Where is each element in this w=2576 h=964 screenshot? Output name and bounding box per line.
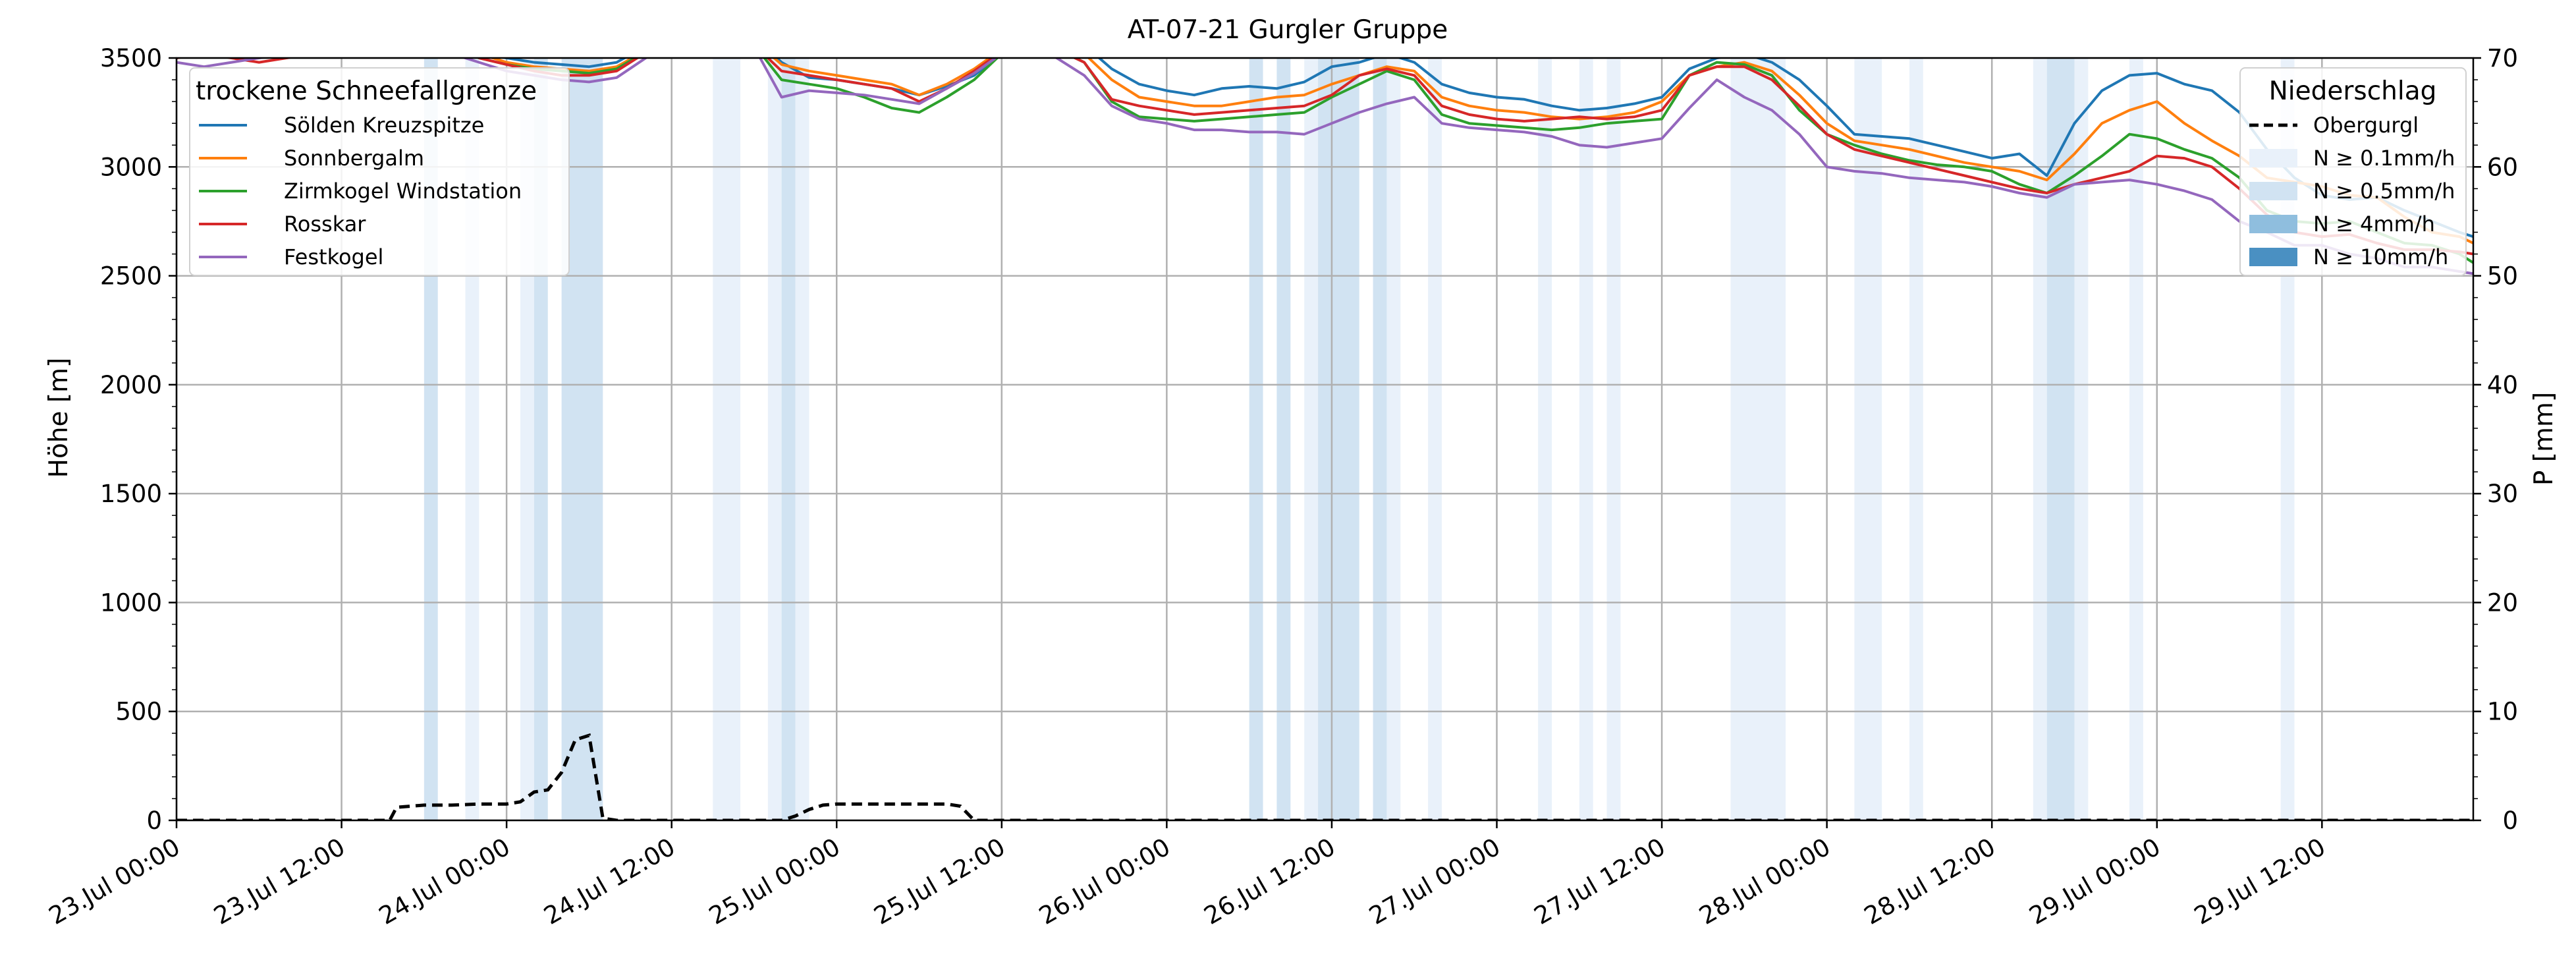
- precip-band: [1428, 58, 1442, 820]
- y-tick-label: 1500: [100, 480, 162, 508]
- y-right-tick-label: 50: [2487, 262, 2518, 291]
- precip-legend-swatch: [2249, 182, 2297, 200]
- y-axis-label: Höhe [m]: [44, 358, 74, 478]
- y-right-tick-label: 70: [2487, 44, 2518, 72]
- y-right-tick-label: 30: [2487, 480, 2518, 508]
- precip-band: [1579, 58, 1593, 820]
- station-legend-label: Sonnbergalm: [284, 146, 424, 171]
- precip-legend-items: N ≥ 0.1mm/h N ≥ 0.5mm/h N ≥ 4mm/h N ≥ 10mm/…: [2249, 146, 2455, 269]
- precip-legend-swatch: [2249, 149, 2297, 167]
- station-legend-items: Sölden Kreuzspitze Sonnbergalm Zirmkogel W…: [199, 113, 522, 269]
- precip-band: [1304, 58, 1319, 820]
- precip-band: [795, 58, 809, 820]
- precip-legend-swatch: [2249, 215, 2297, 233]
- precip-band: [1276, 58, 1291, 820]
- y-tick-label: 3000: [100, 153, 162, 181]
- station-legend-label: Rosskar: [284, 212, 366, 237]
- precip-band: [781, 58, 796, 820]
- precip-band: [2046, 58, 2075, 820]
- y-right-tick-label: 10: [2487, 698, 2518, 726]
- precip-band: [1909, 58, 1923, 820]
- station-legend-label: Sölden Kreuzspitze: [284, 113, 484, 138]
- y-axis-right-label: P [mm]: [2529, 392, 2559, 486]
- precip-band: [1373, 58, 1387, 820]
- y-right-tick-label: 20: [2487, 588, 2518, 617]
- precip-legend-label: N ≥ 0.5mm/h: [2313, 179, 2455, 204]
- precip-legend-label: N ≥ 0.1mm/h: [2313, 146, 2455, 171]
- station-legend-label: Zirmkogel Windstation: [284, 179, 522, 204]
- y-tick-label: 2000: [100, 371, 162, 399]
- y-tick-label: 3500: [100, 44, 162, 72]
- y-tick-label: 1000: [100, 588, 162, 617]
- precip-band: [2129, 58, 2143, 820]
- precip-band: [1538, 58, 1552, 820]
- y-right-tick-label: 0: [2502, 807, 2518, 835]
- precip-band: [1249, 58, 1263, 820]
- plot-frame: [175, 57, 2475, 822]
- y-tick-label: 0: [146, 807, 162, 835]
- precip-legend-swatch: [2249, 248, 2297, 266]
- precip-legend-label: N ≥ 10mm/h: [2313, 244, 2448, 269]
- series-line: [177, 58, 2473, 275]
- precip-band: [1854, 58, 1882, 820]
- precip-band: [1318, 58, 1359, 820]
- y-tick-label: 2500: [100, 262, 162, 291]
- precip-band: [1606, 58, 1621, 820]
- series-line: [177, 58, 2473, 239]
- precip-legend: Niederschlag Obergurgl N ≥ 0.1mm/hN ≥ 0.…: [2239, 67, 2467, 276]
- precip-band: [2033, 58, 2047, 820]
- series-line: [177, 58, 2473, 256]
- precip-legend-station-label: Obergurgl: [2313, 113, 2419, 138]
- series-lines: [177, 58, 2473, 275]
- station-legend-title: trockene Schneefallgrenze: [196, 76, 537, 106]
- precip-band: [2074, 58, 2089, 820]
- station-legend-label: Festkogel: [284, 244, 383, 269]
- station-legend: trockene Schneefallgrenze Sölden Kreuzsp…: [189, 67, 570, 276]
- chart-title: AT-07-21 Gurgler Gruppe: [1128, 15, 1448, 45]
- precip-band: [1730, 58, 1786, 820]
- y-tick-label: 500: [115, 698, 162, 726]
- station-legend-box: [189, 67, 570, 276]
- precip-band: [1386, 58, 1401, 820]
- series-line: [177, 58, 2473, 264]
- y-right-tick-label: 40: [2487, 371, 2518, 399]
- series-line: [177, 58, 2473, 244]
- precip-legend-label: N ≥ 4mm/h: [2313, 212, 2435, 237]
- precip-band: [713, 58, 741, 820]
- precip-legend-title: Niederschlag: [2269, 76, 2437, 106]
- y-right-tick-label: 60: [2487, 153, 2518, 181]
